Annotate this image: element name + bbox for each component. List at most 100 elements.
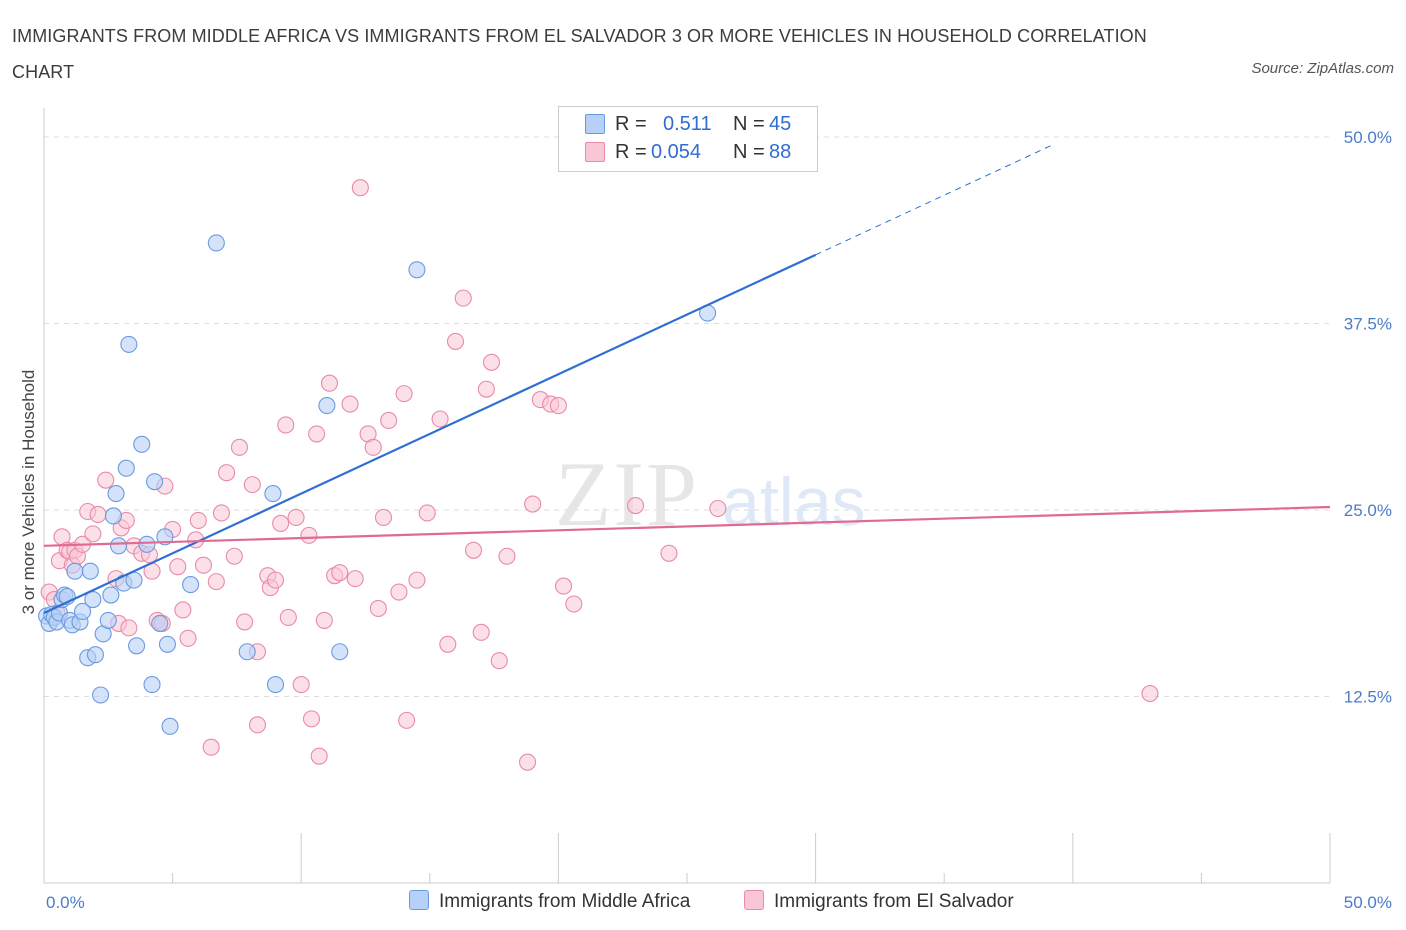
data-point-middle-africa <box>117 459 135 477</box>
data-point-middle-africa <box>110 537 128 555</box>
data-point-el-salvador <box>277 416 295 434</box>
data-point-el-salvador <box>310 747 328 765</box>
data-point-middle-africa <box>158 635 177 653</box>
data-point-el-salvador <box>398 711 416 729</box>
legend-item-middle-africa: Immigrants from Middle Africa <box>409 888 690 918</box>
data-point-el-salvador <box>346 570 364 588</box>
data-point-middle-africa <box>128 637 146 655</box>
data-point-middle-africa <box>133 435 151 453</box>
data-point-middle-africa <box>161 717 179 735</box>
data-point-el-salvador <box>207 573 225 591</box>
data-point-middle-africa <box>182 576 200 594</box>
data-point-middle-africa <box>408 261 426 279</box>
y-tick-label: 37.5% <box>1344 315 1392 334</box>
data-point-el-salvador <box>169 558 187 576</box>
legend-label: Immigrants from Middle Africa <box>439 891 691 912</box>
data-point-el-salvador <box>518 753 537 771</box>
data-point-el-salvador <box>408 571 426 589</box>
data-point-el-salvador <box>369 599 387 618</box>
data-point-middle-africa <box>146 473 164 491</box>
data-point-middle-africa <box>74 602 92 621</box>
data-point-el-salvador <box>431 410 449 428</box>
data-point-middle-africa <box>120 335 138 353</box>
legend-label: Immigrants from El Salvador <box>774 891 1014 912</box>
data-point-el-salvador <box>320 374 339 392</box>
y-tick-label: 25.0% <box>1344 501 1392 520</box>
watermark-atlas: atlas <box>722 464 866 540</box>
data-point-el-salvador <box>554 577 573 595</box>
data-point-el-salvador <box>189 511 207 529</box>
data-point-el-salvador <box>395 385 413 403</box>
data-point-el-salvador <box>236 613 254 631</box>
data-point-middle-africa <box>143 676 161 694</box>
data-point-el-salvador <box>565 595 583 613</box>
data-point-el-salvador <box>374 508 393 527</box>
data-point-el-salvador <box>446 332 465 350</box>
trend-line-middle-africa <box>43 253 817 614</box>
data-point-middle-africa <box>84 590 102 609</box>
r-label: R = <box>615 141 647 163</box>
data-point-middle-africa <box>102 586 120 604</box>
data-point-middle-africa <box>264 485 282 503</box>
legend-swatch-pink <box>744 890 764 910</box>
data-point-el-salvador <box>308 425 326 443</box>
data-point-el-salvador <box>266 571 285 589</box>
data-point-middle-africa <box>207 234 225 252</box>
data-point-el-salvador <box>1141 684 1159 703</box>
r-value: 0.511 <box>663 113 712 135</box>
data-point-middle-africa <box>238 643 256 661</box>
data-point-el-salvador <box>490 652 508 670</box>
data-point-el-salvador <box>302 710 321 728</box>
data-point-middle-africa <box>318 397 336 415</box>
data-point-el-salvador <box>380 411 398 430</box>
x-tick-label: 50.0% <box>1344 893 1392 912</box>
data-point-middle-africa <box>151 614 169 632</box>
data-point-el-salvador <box>364 438 382 456</box>
data-point-el-salvador <box>272 514 290 532</box>
data-point-el-salvador <box>120 619 138 637</box>
trend-line-el-salvador <box>43 505 1331 547</box>
legend-swatch-blue <box>585 114 605 134</box>
data-point-el-salvador <box>498 547 516 565</box>
legend-item-el-salvador: Immigrants from El Salvador <box>744 888 1014 918</box>
grid-lines <box>44 136 1330 697</box>
data-point-middle-africa <box>138 535 156 553</box>
n-value: 88 <box>769 141 792 163</box>
data-point-el-salvador <box>179 629 197 647</box>
watermark: ZIP atlas <box>555 443 866 545</box>
legend-swatch-pink <box>585 142 605 162</box>
data-point-middle-africa <box>331 643 349 661</box>
x-tick-label: 0.0% <box>46 893 85 912</box>
n-label: N = <box>733 113 765 135</box>
axes <box>43 108 1331 884</box>
data-point-middle-africa <box>99 611 117 629</box>
data-point-middle-africa <box>107 485 125 503</box>
data-point-el-salvador <box>454 289 472 307</box>
data-point-el-salvador <box>225 547 243 565</box>
tick-labels: 12.5% 25.0% 37.5% 50.0% 0.0% 50.0% <box>46 128 1392 912</box>
data-point-el-salvador <box>315 611 333 629</box>
data-point-el-salvador <box>287 508 305 527</box>
data-point-middle-africa <box>104 507 122 525</box>
data-point-middle-africa <box>156 528 174 546</box>
data-point-el-salvador <box>351 179 369 197</box>
data-point-el-salvador <box>202 738 220 756</box>
data-point-el-salvador <box>97 471 115 489</box>
data-point-el-salvador <box>292 676 310 694</box>
y-axis-label: 3 or more Vehicles in Household <box>19 370 38 615</box>
trend-lines <box>43 144 1331 614</box>
data-point-el-salvador <box>300 526 318 544</box>
data-point-el-salvador <box>477 380 495 398</box>
data-point-el-salvador <box>218 464 236 482</box>
data-point-el-salvador <box>174 601 192 619</box>
data-point-middle-africa <box>92 686 110 704</box>
data-point-el-salvador <box>89 505 107 524</box>
data-point-el-salvador <box>660 544 678 562</box>
data-point-el-salvador <box>464 541 483 559</box>
data-point-el-salvador <box>84 525 102 543</box>
y-tick-label: 12.5% <box>1344 688 1392 707</box>
data-point-el-salvador <box>341 395 359 413</box>
n-label: N = <box>733 141 765 163</box>
data-point-el-salvador <box>439 635 457 653</box>
data-point-el-salvador <box>472 623 490 641</box>
